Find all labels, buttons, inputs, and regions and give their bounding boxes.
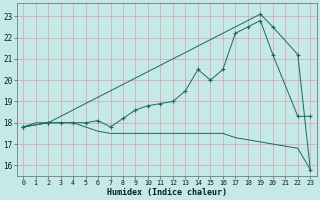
X-axis label: Humidex (Indice chaleur): Humidex (Indice chaleur)	[107, 188, 227, 197]
